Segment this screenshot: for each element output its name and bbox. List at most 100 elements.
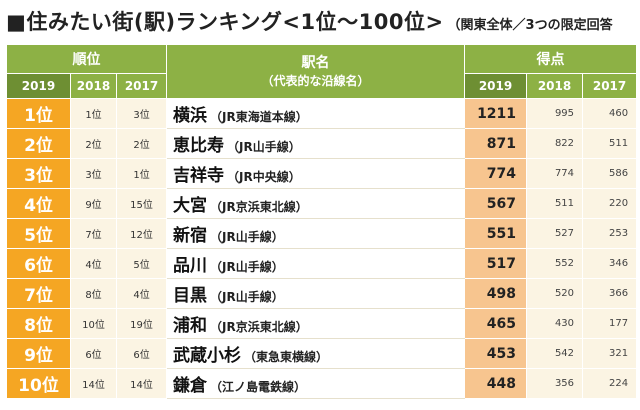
rank-year-2017-header: 2017 — [115, 73, 168, 99]
rank-year-2019-header: 2019 — [6, 73, 71, 99]
rank-2017-cell: 12位 — [115, 218, 168, 249]
title-sub: （関東全体／3つの限定回答 — [447, 18, 613, 33]
score-year-2018-header: 2018 — [526, 73, 584, 99]
station-line: （JR山手線） — [210, 290, 284, 304]
rank-2018-cell: 7位 — [70, 218, 117, 249]
station-cell: 横浜 （JR東海道本線） — [166, 98, 466, 129]
score-2019-cell: 567 — [464, 188, 528, 219]
rank-2019-cell: 2位 — [6, 128, 71, 159]
station-line: （JR京浜東北線） — [210, 320, 308, 334]
station-name: 品川 — [173, 256, 208, 276]
rank-2019-cell: 10位 — [6, 368, 71, 399]
score-group-header: 得点 — [464, 44, 638, 74]
rank-2018-cell: 2位 — [70, 128, 117, 159]
score-year-2017-header: 2017 — [582, 73, 638, 99]
rank-2017-cell: 3位 — [115, 98, 168, 129]
table-row: 2位 2位 2位 恵比寿 （JR山手線） 871 822 511 — [6, 128, 638, 159]
score-2019-cell: 871 — [464, 128, 528, 159]
rank-2018-cell: 3位 — [70, 158, 117, 189]
station-cell: 吉祥寺 （JR中央線） — [166, 158, 466, 189]
title-main: ■住みたい街(駅)ランキング<1位～100位> — [6, 10, 444, 34]
rank-2017-cell: 19位 — [115, 308, 168, 339]
table-row: 8位 10位 19位 浦和 （JR京浜東北線） 465 430 177 — [6, 308, 638, 339]
station-cell: 新宿 （JR山手線） — [166, 218, 466, 249]
rank-2018-cell: 1位 — [70, 98, 117, 129]
station-line: （JR山手線） — [210, 260, 284, 274]
rank-2019-cell: 5位 — [6, 218, 71, 249]
station-name: 目黒 — [173, 286, 208, 306]
rank-2018-cell: 10位 — [70, 308, 117, 339]
station-line: （JR京浜東北線） — [210, 200, 308, 214]
score-2019-cell: 498 — [464, 278, 528, 309]
station-header: 駅名 （代表的な沿線名） — [166, 44, 466, 99]
rank-2017-cell: 15位 — [115, 188, 168, 219]
score-2018-cell: 774 — [526, 158, 584, 189]
rank-2019-cell: 4位 — [6, 188, 71, 219]
rank-2017-cell: 2位 — [115, 128, 168, 159]
station-cell: 目黒 （JR山手線） — [166, 278, 466, 309]
station-line: （江ノ島電鉄線） — [210, 380, 307, 394]
station-line: （JR山手線） — [227, 140, 301, 154]
table-row: 3位 3位 1位 吉祥寺 （JR中央線） 774 774 586 — [6, 158, 638, 189]
station-cell: 鎌倉 （江ノ島電鉄線） — [166, 368, 466, 399]
score-2019-cell: 448 — [464, 368, 528, 399]
rank-2017-cell: 1位 — [115, 158, 168, 189]
score-2017-cell: 586 — [582, 158, 638, 189]
rank-year-2018-header: 2018 — [70, 73, 117, 99]
station-name: 鎌倉 — [173, 376, 208, 396]
table-row: 1位 1位 3位 横浜 （JR東海道本線） 1211 995 460 — [6, 98, 638, 129]
rank-2018-cell: 4位 — [70, 248, 117, 279]
score-2018-cell: 552 — [526, 248, 584, 279]
score-2017-cell: 346 — [582, 248, 638, 279]
score-2018-cell: 995 — [526, 98, 584, 129]
table-row: 9位 6位 6位 武蔵小杉 （東急東横線） 453 542 321 — [6, 338, 638, 369]
score-2018-cell: 822 — [526, 128, 584, 159]
station-name: 浦和 — [173, 316, 208, 336]
rank-group-header: 順位 — [5, 44, 168, 74]
score-2017-cell: 460 — [582, 98, 638, 129]
table-row: 4位 9位 15位 大宮 （JR京浜東北線） 567 511 220 — [6, 188, 638, 219]
rank-2017-cell: 14位 — [115, 368, 168, 399]
table-row: 10位 14位 14位 鎌倉 （江ノ島電鉄線） 448 356 224 — [6, 368, 638, 399]
score-2018-cell: 511 — [526, 188, 584, 219]
station-name: 恵比寿 — [173, 136, 225, 156]
station-cell: 恵比寿 （JR山手線） — [166, 128, 466, 159]
score-2018-cell: 542 — [526, 338, 584, 369]
rank-2018-cell: 6位 — [70, 338, 117, 369]
rank-2018-cell: 14位 — [70, 368, 117, 399]
station-cell: 武蔵小杉 （東急東横線） — [166, 338, 466, 369]
station-header-title: 駅名 — [301, 54, 330, 71]
score-2019-cell: 774 — [464, 158, 528, 189]
rank-2019-cell: 7位 — [6, 278, 71, 309]
score-2019-cell: 551 — [464, 218, 528, 249]
station-cell: 浦和 （JR京浜東北線） — [166, 308, 466, 339]
score-2018-cell: 520 — [526, 278, 584, 309]
score-2017-cell: 321 — [582, 338, 638, 369]
score-2019-cell: 453 — [464, 338, 528, 369]
station-header-sub: （代表的な沿線名） — [261, 73, 370, 88]
rank-2019-cell: 6位 — [6, 248, 71, 279]
score-2018-cell: 356 — [526, 368, 584, 399]
score-2017-cell: 177 — [582, 308, 638, 339]
score-2019-cell: 465 — [464, 308, 528, 339]
table-row: 5位 7位 12位 新宿 （JR山手線） 551 527 253 — [6, 218, 638, 249]
rank-2019-cell: 3位 — [6, 158, 71, 189]
rank-2017-cell: 6位 — [115, 338, 168, 369]
station-line: （東急東横線） — [244, 350, 329, 364]
station-name: 武蔵小杉 — [173, 346, 242, 366]
rank-2019-cell: 8位 — [6, 308, 71, 339]
rank-2019-cell: 9位 — [6, 338, 71, 369]
score-2017-cell: 511 — [582, 128, 638, 159]
score-2017-cell: 366 — [582, 278, 638, 309]
station-cell: 大宮 （JR京浜東北線） — [166, 188, 466, 219]
station-name: 横浜 — [173, 106, 208, 126]
rank-2018-cell: 9位 — [70, 188, 117, 219]
rank-2017-cell: 4位 — [115, 278, 168, 309]
score-2017-cell: 224 — [582, 368, 638, 399]
score-2017-cell: 220 — [582, 188, 638, 219]
score-2018-cell: 527 — [526, 218, 584, 249]
station-name: 大宮 — [173, 196, 208, 216]
score-2019-cell: 517 — [464, 248, 528, 279]
table-row: 6位 4位 5位 品川 （JR山手線） 517 552 346 — [6, 248, 638, 279]
station-line: （JR山手線） — [210, 230, 284, 244]
